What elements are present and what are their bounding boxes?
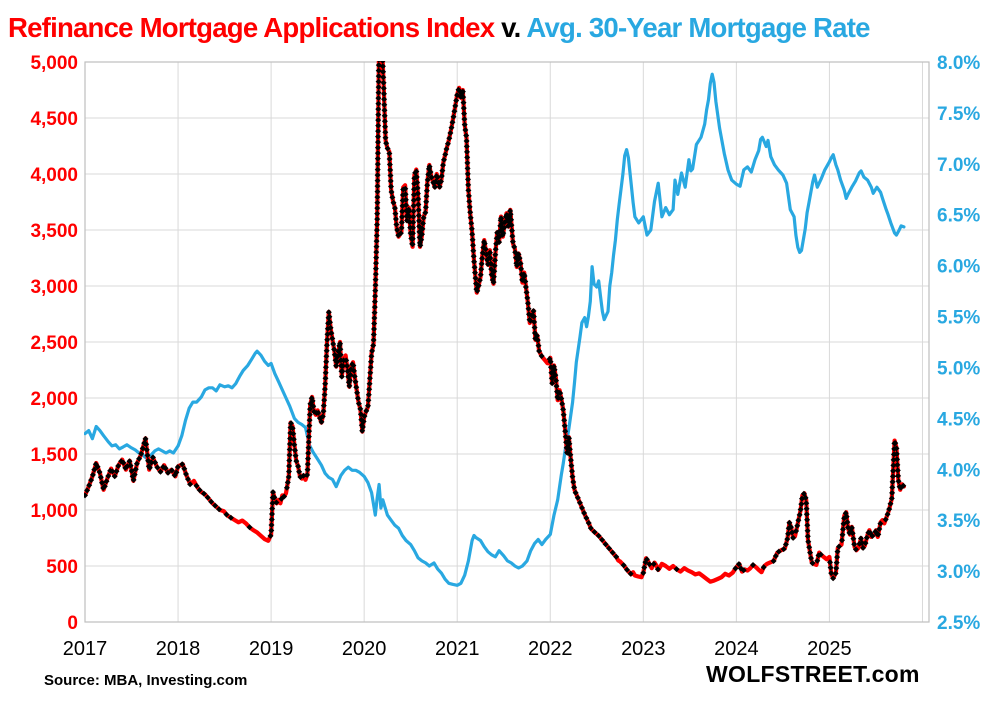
right-axis-tick: 5.0% <box>937 358 980 379</box>
right-axis-tick: 8.0% <box>937 53 980 74</box>
source-note: Source: MBA, Investing.com <box>44 672 248 689</box>
right-axis-tick: 4.0% <box>937 460 980 481</box>
left-axis-tick: 4,000 <box>30 165 78 186</box>
wolfstreet-watermark: WOLFSTREET.com <box>706 661 920 687</box>
refi-line <box>84 61 907 584</box>
left-axis-tick: 4,500 <box>30 109 78 130</box>
right-axis-tick: 4.5% <box>937 409 980 430</box>
x-axis-tick: 2018 <box>156 638 201 660</box>
rate-line <box>84 72 906 587</box>
x-axis-tick: 2017 <box>63 638 108 660</box>
x-axis-tick: 2024 <box>714 638 759 660</box>
left-axis-tick: 1,000 <box>30 501 78 522</box>
x-axis-tick: 2025 <box>807 638 852 660</box>
refi-markers <box>84 61 907 582</box>
left-axis-tick: 1,500 <box>30 445 78 466</box>
right-axis-tick: 2.5% <box>937 613 980 634</box>
left-axis-tick: 2,000 <box>30 389 78 410</box>
right-axis-tick: 7.0% <box>937 155 980 176</box>
right-axis-tick: 3.5% <box>937 511 980 532</box>
left-axis-tick: 2,500 <box>30 333 78 354</box>
page-title: Refinance Mortgage Applications Index v.… <box>8 12 870 44</box>
right-axis-tick: 6.5% <box>937 206 980 227</box>
x-axis-tick: 2021 <box>435 638 480 660</box>
left-axis-tick: 3,000 <box>30 277 78 298</box>
title-separator: v. <box>494 12 527 43</box>
x-axis-tick: 2020 <box>342 638 387 660</box>
left-axis-tick: 3,500 <box>30 221 78 242</box>
title-rate: Avg. 30-Year Mortgage Rate <box>526 12 870 43</box>
right-axis-tick: 6.0% <box>937 257 980 278</box>
title-refi: Refinance Mortgage Applications Index <box>8 12 495 43</box>
plot-border <box>84 61 930 623</box>
right-axis-tick: 7.5% <box>937 104 980 125</box>
x-axis-tick: 2019 <box>249 638 294 660</box>
right-axis-tick: 3.0% <box>937 562 980 583</box>
x-axis-tick: 2022 <box>528 638 573 660</box>
left-axis-tick: 5,000 <box>30 53 78 74</box>
x-axis-tick: 2023 <box>621 638 666 660</box>
left-axis-tick: 0 <box>67 613 78 634</box>
right-axis-tick: 5.5% <box>937 308 980 329</box>
left-axis-tick: 500 <box>46 557 78 578</box>
